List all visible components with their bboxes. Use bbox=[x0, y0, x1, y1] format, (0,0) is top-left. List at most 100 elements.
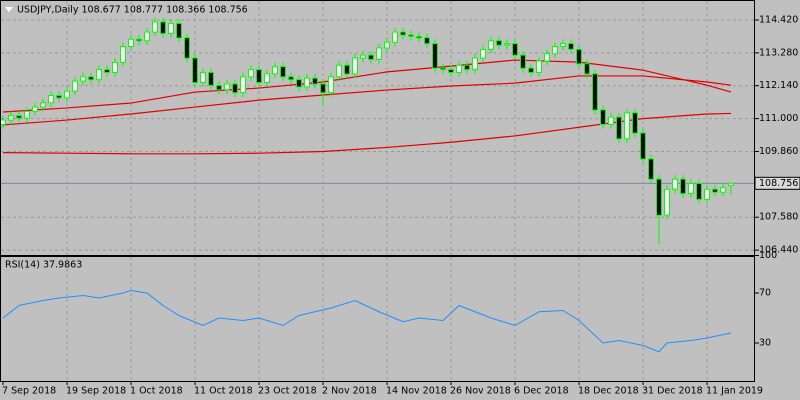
candle-body bbox=[688, 182, 694, 195]
candle-body bbox=[712, 188, 718, 193]
candle-body bbox=[536, 60, 542, 73]
candle-body bbox=[480, 48, 486, 59]
y-tick-label: 109.860 bbox=[759, 146, 798, 157]
x-tick-label: 1 Oct 2018 bbox=[130, 386, 183, 397]
candle-body bbox=[728, 182, 734, 187]
candle-body bbox=[352, 57, 358, 75]
candle-body bbox=[80, 76, 86, 82]
candle-body bbox=[472, 57, 478, 71]
rsi-title: RSI(14) 37.9863 bbox=[5, 260, 82, 271]
candle-body bbox=[224, 83, 230, 91]
candle-body bbox=[384, 41, 390, 49]
price-frame bbox=[0, 0, 755, 256]
candle-body bbox=[88, 76, 94, 81]
x-tick-label: 14 Nov 2018 bbox=[386, 386, 447, 397]
candle-body bbox=[168, 22, 174, 35]
y-tick-label: 106.440 bbox=[759, 245, 798, 256]
candle-body bbox=[104, 69, 110, 73]
x-tick-label: 11 Oct 2018 bbox=[194, 386, 253, 397]
candle-body bbox=[344, 64, 350, 75]
candle-body bbox=[360, 54, 366, 59]
candle-body bbox=[648, 158, 654, 180]
y-tick-label: 114.420 bbox=[759, 14, 798, 25]
candle-body bbox=[496, 40, 502, 46]
candle-body bbox=[408, 34, 414, 37]
candle-body bbox=[640, 132, 646, 160]
candle-body bbox=[632, 112, 638, 134]
y-tick-label: 113.280 bbox=[759, 47, 798, 58]
candle-body bbox=[64, 90, 70, 99]
candle-body bbox=[504, 43, 510, 46]
candle-body bbox=[24, 110, 30, 119]
moving-average bbox=[2, 112, 732, 155]
candle-body bbox=[48, 95, 54, 104]
x-tick-label: 11 Jan 2019 bbox=[706, 386, 763, 397]
candle-body bbox=[152, 21, 158, 33]
candle-body bbox=[176, 22, 182, 39]
rsi-frame bbox=[0, 256, 755, 382]
candle-body bbox=[464, 64, 470, 71]
candle-body bbox=[208, 71, 214, 86]
candle-body bbox=[512, 43, 518, 56]
candle-body bbox=[376, 47, 382, 60]
candle-body bbox=[424, 37, 430, 45]
candle-body bbox=[488, 40, 494, 50]
candle-body bbox=[264, 73, 270, 84]
candle-body bbox=[696, 182, 702, 200]
candle-body bbox=[160, 21, 166, 35]
candle-body bbox=[400, 31, 406, 36]
candle-body bbox=[576, 48, 582, 65]
candle-body bbox=[8, 115, 14, 121]
candle-body bbox=[256, 69, 262, 84]
y-tick-label: 70 bbox=[759, 288, 771, 299]
candle-body bbox=[232, 83, 238, 94]
candle-body bbox=[616, 116, 622, 140]
candle-body bbox=[440, 67, 446, 71]
y-tick-label: 107.580 bbox=[759, 212, 798, 223]
moving-average bbox=[2, 59, 732, 113]
candle-body bbox=[280, 66, 286, 78]
candle-body bbox=[320, 83, 326, 94]
candle-body bbox=[568, 43, 574, 50]
candle-body bbox=[16, 115, 22, 119]
candle-body bbox=[672, 178, 678, 190]
candle-body bbox=[240, 76, 246, 94]
candle-body bbox=[144, 31, 150, 42]
candle-body bbox=[336, 64, 342, 78]
candle-body bbox=[600, 109, 606, 125]
candle-body bbox=[664, 188, 670, 216]
menu-triangle bbox=[5, 7, 13, 12]
x-tick-label: 6 Dec 2018 bbox=[514, 386, 569, 397]
rsi-panel bbox=[2, 257, 732, 381]
candle-body bbox=[32, 106, 38, 112]
x-tick-label: 18 Dec 2018 bbox=[578, 386, 639, 397]
candle-body bbox=[0, 119, 6, 125]
x-tick-label: 31 Dec 2018 bbox=[642, 386, 703, 397]
candle-body bbox=[96, 69, 102, 81]
candle-body bbox=[656, 178, 662, 216]
candle-body bbox=[448, 69, 454, 73]
candle-body bbox=[120, 46, 126, 63]
candle-body bbox=[128, 38, 134, 48]
x-tick-label: 23 Oct 2018 bbox=[258, 386, 317, 397]
candle-body bbox=[704, 188, 710, 200]
candle-body bbox=[432, 43, 438, 69]
y-tick-label: 100 bbox=[759, 250, 777, 261]
candle-body bbox=[136, 38, 142, 42]
candle-body bbox=[304, 77, 310, 88]
x-tick-label: 2 Nov 2018 bbox=[322, 386, 377, 397]
candle-body bbox=[416, 35, 422, 39]
candle-body bbox=[200, 71, 206, 84]
candle-body bbox=[112, 61, 118, 73]
candle-body bbox=[312, 77, 318, 85]
y-tick-label: 111.000 bbox=[759, 113, 798, 124]
candle-body bbox=[560, 43, 566, 48]
candle-body bbox=[328, 76, 334, 94]
x-tick-label: 26 Nov 2018 bbox=[450, 386, 511, 397]
candle-body bbox=[624, 112, 630, 140]
x-tick-label: 7 Sep 2018 bbox=[2, 386, 56, 397]
candle-body bbox=[392, 31, 398, 43]
last-price-label: 108.756 bbox=[759, 178, 798, 189]
